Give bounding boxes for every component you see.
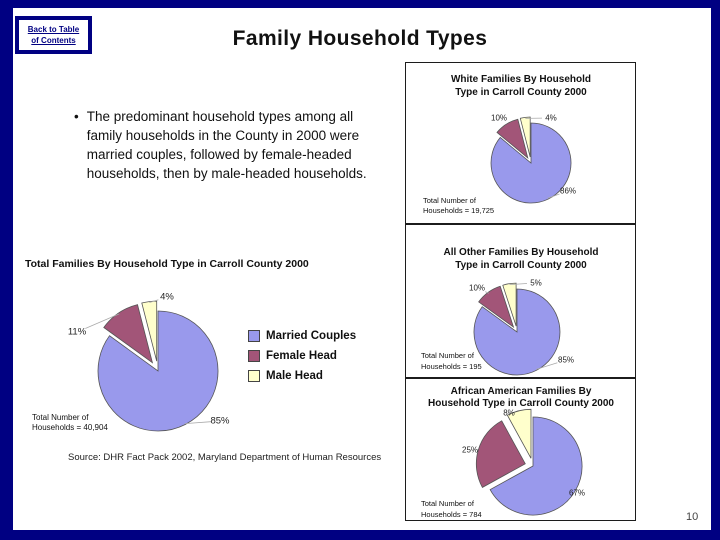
note-line: Total Number of xyxy=(421,499,474,508)
note-line: Households = 19,725 xyxy=(423,206,495,215)
bullet-glyph: • xyxy=(74,109,79,124)
pie-slice-married-couples xyxy=(490,122,572,204)
total-households-note: Total Number of Households = 784 xyxy=(421,498,482,520)
pie-slice-male-head xyxy=(519,116,531,158)
percent-label: 85% xyxy=(557,355,575,365)
percent-label: 11% xyxy=(67,326,87,338)
percent-label: 67% xyxy=(568,488,586,498)
source-note: Source: DHR Fact Pack 2002, Maryland Dep… xyxy=(68,452,382,463)
chart-legend: Married Couples Female Head Male Head xyxy=(248,326,356,386)
note-line: Total Number of xyxy=(421,351,474,360)
note-line: Total Number of xyxy=(32,413,89,422)
pie-slice-male-head xyxy=(502,282,517,327)
percent-label: 10% xyxy=(490,113,508,123)
chart-title: African American Families By Household Ty… xyxy=(406,386,636,410)
percent-label: 10% xyxy=(468,283,486,293)
bullet-text: The predominant household types among al… xyxy=(86,109,367,181)
percent-label: 4% xyxy=(160,291,174,303)
legend-label: Male Head xyxy=(266,370,323,382)
chart-title-line: Type in Carroll County 2000 xyxy=(455,260,587,271)
percent-label: 5% xyxy=(530,278,542,288)
percent-label: 8% xyxy=(503,408,515,418)
legend-swatch xyxy=(248,370,260,382)
total-households-note: Total Number of Households = 195 xyxy=(421,350,482,372)
legend-label: Married Couples xyxy=(266,330,357,342)
legend-label: Female Head xyxy=(266,350,337,362)
pie-slice-female-head xyxy=(103,304,154,364)
label-leader-line xyxy=(149,299,159,303)
chart-title: Total Families By Household Type in Carr… xyxy=(25,258,385,271)
legend-item: Male Head xyxy=(248,366,356,386)
back-link-line-1: Back to Table xyxy=(27,25,80,34)
pie-slice-married-couples xyxy=(97,310,219,432)
percent-label: 4% xyxy=(545,113,557,123)
legend-swatch xyxy=(248,350,260,362)
note-line: Households = 40,904 xyxy=(32,423,108,432)
chart-title-line: Household Type in Carroll County 2000 xyxy=(428,398,614,409)
pie-slice-male-head xyxy=(141,300,158,362)
chart-title-line: White Families By Household xyxy=(450,74,592,85)
note-line: Total Number of xyxy=(423,196,476,205)
label-leader-line xyxy=(184,421,212,424)
label-leader-line xyxy=(547,193,560,199)
label-leader-line xyxy=(485,291,489,294)
label-leader-line xyxy=(535,362,558,370)
chart-title: All Other Families By Household Type in C… xyxy=(406,246,636,272)
legend-swatch xyxy=(248,330,260,342)
bullet-block: • The predominant household types among … xyxy=(74,107,390,183)
page-title: Family Household Types xyxy=(232,27,488,50)
note-line: Households = 784 xyxy=(421,510,482,519)
pie-slice-female-head xyxy=(478,285,515,329)
percent-label: 25% xyxy=(461,445,479,455)
legend-item: Female Head xyxy=(248,346,356,366)
back-to-toc-link[interactable]: Back to Table of Contents xyxy=(15,16,92,54)
label-leader-line xyxy=(85,313,120,329)
percent-label: 85% xyxy=(210,415,230,427)
chart-title: White Families By Household Type in Carro… xyxy=(406,73,636,99)
pie-slice-married-couples xyxy=(489,416,583,516)
total-households-note: Total Number of Households = 19,725 xyxy=(423,196,494,216)
back-link-line-2: of Contents xyxy=(31,36,76,45)
total-households-note: Total Number of Households = 40,904 xyxy=(32,413,108,433)
label-leader-line xyxy=(509,283,528,285)
legend-item: Married Couples xyxy=(248,326,356,346)
chart-title-line: Total Families By Household Type in Carr… xyxy=(25,258,309,270)
chart-title-line: All Other Families By Household xyxy=(443,247,599,258)
pie-slice-female-head xyxy=(475,420,526,488)
page-number: 10 xyxy=(686,511,699,523)
pie-slice-female-head xyxy=(496,118,529,159)
chart-title-line: Type in Carroll County 2000 xyxy=(455,87,587,98)
pie-slice-male-head xyxy=(506,408,532,459)
percent-label: 86% xyxy=(559,186,577,196)
pie-slice-married-couples xyxy=(473,288,561,376)
chart-title-line: African American Families By xyxy=(450,386,592,397)
note-line: Households = 195 xyxy=(421,362,482,371)
